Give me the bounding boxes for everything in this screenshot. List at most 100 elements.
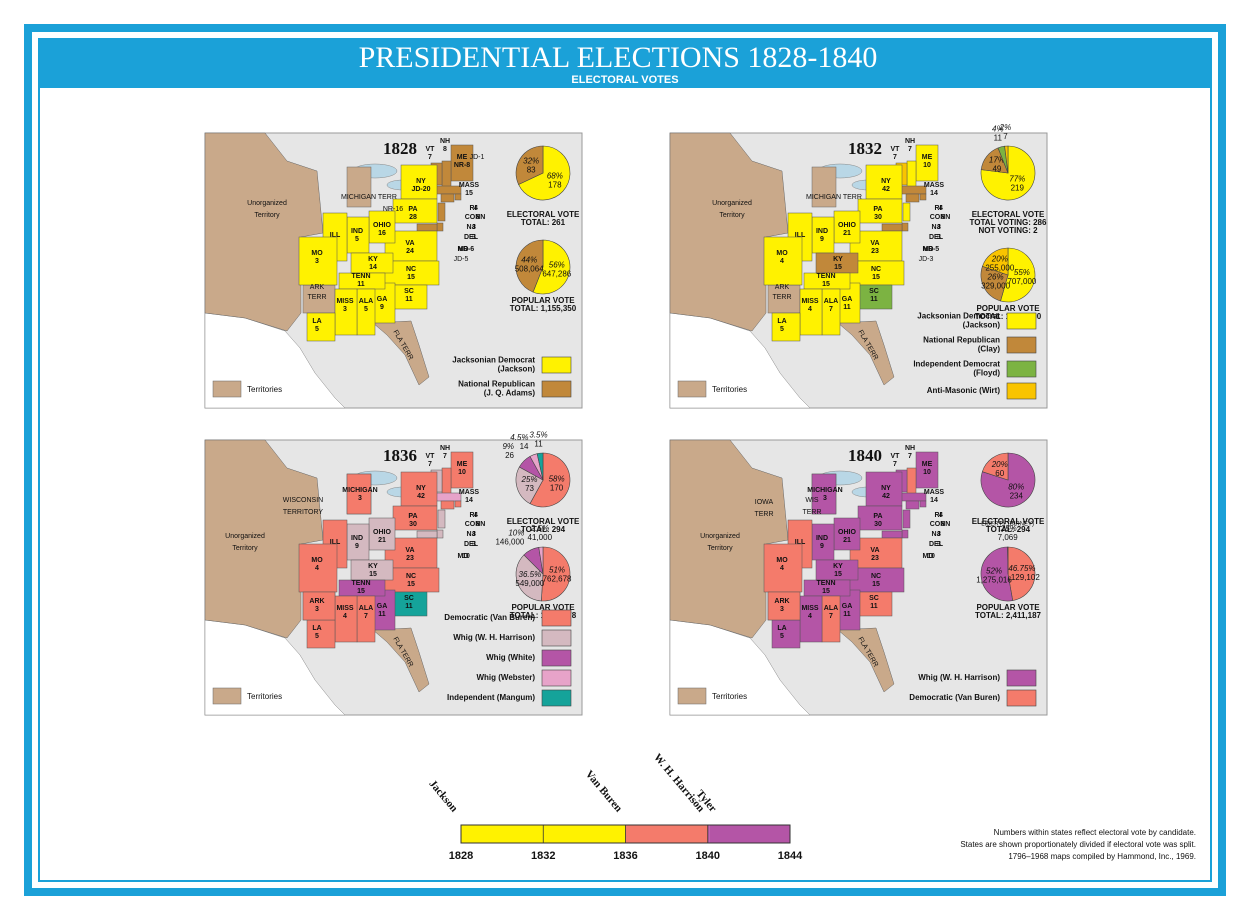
map-label: TERR — [307, 294, 326, 301]
panel-year: 1828 — [383, 139, 417, 158]
pie-caption: TOTAL: 261 — [521, 218, 566, 227]
state — [392, 284, 428, 310]
state-name: TENN — [351, 580, 370, 587]
slice-percent: .25% — [999, 524, 1017, 533]
state-votes: 8 — [941, 214, 945, 221]
state — [905, 500, 920, 510]
state-name: ALA — [359, 298, 373, 305]
pie-slice — [515, 554, 544, 602]
state-name: ILL — [795, 232, 806, 239]
map-label: Territory — [232, 545, 258, 552]
state-name: DEL — [929, 234, 944, 241]
legend-label: Whig (White) — [486, 653, 535, 662]
panel-year: 1832 — [848, 139, 882, 158]
slice-count: 234 — [1010, 491, 1024, 500]
slice-percent: 32% — [523, 157, 539, 166]
timeline-tick-label: 1844 — [778, 850, 803, 862]
state-name: ME — [457, 461, 468, 468]
state-votes: 10 — [462, 553, 470, 560]
state-votes: 4 — [808, 306, 812, 313]
pie-slice — [532, 239, 571, 295]
florida-territory — [372, 627, 430, 693]
state — [881, 530, 903, 539]
slice-percent: 4% — [992, 124, 1004, 133]
slice-count: 7 — [1003, 132, 1008, 141]
state-votes: 9 — [820, 543, 824, 550]
state-votes: 3 — [472, 234, 476, 241]
state-votes: 15 — [872, 581, 880, 588]
pie-caption: TOTAL: 294 — [986, 525, 1031, 534]
legend-label: Whig (W. H. Harrison) — [918, 673, 1000, 682]
state-votes: 8 — [937, 531, 941, 538]
state-name: PA — [408, 513, 417, 520]
slice-count: 11 — [534, 439, 543, 448]
state-votes: 42 — [882, 186, 890, 193]
map-label: Territory — [719, 212, 745, 219]
state-name: RI — [935, 512, 942, 519]
pie-slice — [1000, 247, 1036, 303]
state-name: DEL — [929, 541, 944, 548]
state-name: VT — [426, 146, 436, 153]
title: PRESIDENTIAL ELECTIONS 1828-1840 — [359, 41, 878, 74]
map-label: TERR — [802, 509, 821, 516]
map-label: TERRITORY — [283, 509, 324, 516]
slice-percent: 17% — [989, 156, 1005, 165]
pie-slice — [529, 452, 571, 508]
state-name: DEL — [464, 541, 479, 548]
state-name: PA — [873, 206, 882, 213]
legend-label: Democratic (Van Buren) — [444, 613, 535, 622]
slice-count: 146,000 — [495, 538, 524, 547]
pie-slice — [515, 466, 544, 505]
pie-caption: ELECTORAL VOTE — [507, 210, 580, 219]
slice-count: 255,000 — [985, 264, 1014, 273]
state-votes: 10 — [923, 469, 931, 476]
map-label: MICHIGAN TERR — [341, 194, 397, 201]
pie-slice — [536, 452, 544, 481]
slice-count: 508,064 — [515, 264, 544, 273]
map-label: MICHIGAN TERR — [806, 194, 862, 201]
territory-swatch — [212, 380, 242, 398]
slice-count: 178 — [548, 181, 562, 190]
state-votes: 4 — [343, 613, 347, 620]
state-name: LA — [312, 318, 321, 325]
state-votes: 11 — [870, 603, 878, 610]
state-name: PA — [873, 513, 882, 520]
legend-swatch — [541, 356, 572, 374]
territory-swatch — [677, 380, 707, 398]
state-votes: 15 — [834, 264, 842, 271]
state — [857, 198, 903, 224]
michigan-area — [811, 166, 837, 208]
state-name: PA — [408, 206, 417, 213]
state-votes: 15 — [822, 281, 830, 288]
territory-label: Territories — [247, 692, 282, 701]
state-name: SC — [869, 595, 879, 602]
state-name: NJ — [932, 531, 941, 538]
timeline-tick-label: 1832 — [531, 850, 555, 862]
slice-count: 647,286 — [542, 270, 571, 279]
pie-slice — [982, 247, 1009, 276]
state-votes: 5 — [315, 633, 319, 640]
state-votes: 7 — [428, 154, 432, 161]
legend-label: Whig (W. H. Harrison) — [453, 633, 535, 642]
state — [392, 591, 428, 617]
state-name: LA — [312, 625, 321, 632]
state-votes: 14 — [930, 190, 938, 197]
state-name: ALA — [359, 605, 373, 612]
state-name: NY — [881, 485, 891, 492]
state — [346, 473, 372, 515]
state-votes: 4 — [808, 613, 812, 620]
pie-caption: ELECTORAL VOTE — [507, 517, 580, 526]
state-name: ALA — [824, 605, 838, 612]
state-name: ILL — [330, 232, 341, 239]
state-name: MD — [923, 553, 934, 560]
pie-slice — [1004, 145, 1009, 174]
state-name: CONN — [465, 521, 486, 528]
pie-slice — [980, 265, 1009, 302]
state — [857, 591, 893, 617]
state-votes: 3 — [358, 495, 362, 502]
state-name: LA — [777, 625, 786, 632]
state — [440, 500, 455, 510]
state-votes: 9 — [380, 304, 384, 311]
state-votes: 10 — [927, 553, 935, 560]
state-name: GA — [842, 296, 853, 303]
